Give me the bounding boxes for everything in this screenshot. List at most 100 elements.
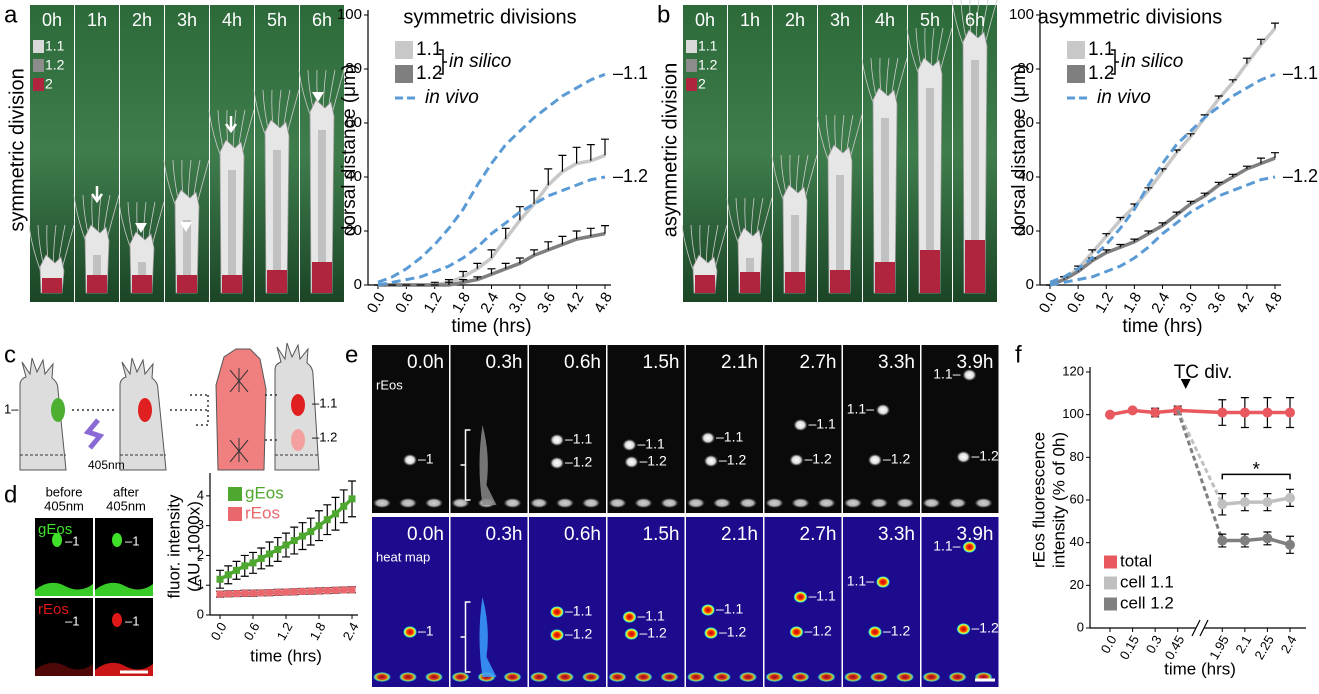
marker xyxy=(340,502,348,510)
x-tick-label: 2.4 xyxy=(1148,289,1173,316)
error-bar xyxy=(501,227,510,240)
time-label: 6h xyxy=(965,10,985,30)
cell-shade xyxy=(228,170,236,275)
error-bar xyxy=(1242,57,1251,64)
row-label: heat map xyxy=(376,549,430,564)
x-axis-label: time (hrs) xyxy=(250,646,322,665)
micrograph xyxy=(529,517,606,687)
debris xyxy=(896,672,914,682)
error-bar xyxy=(530,249,539,256)
cell-signal xyxy=(793,591,808,603)
marker xyxy=(1217,535,1228,546)
break-connector xyxy=(1176,409,1224,542)
marker xyxy=(1105,409,1115,420)
cell-signal xyxy=(112,533,122,547)
x-tick-label: 1.8 xyxy=(307,620,329,643)
error-bar xyxy=(558,154,567,172)
nucleus xyxy=(138,398,152,422)
y-tick-label: 80 xyxy=(345,60,362,77)
key-swatch xyxy=(686,40,697,53)
x-tick-label: 4.2 xyxy=(562,289,587,316)
axis-break-gap xyxy=(1196,620,1204,636)
marker xyxy=(299,532,306,540)
nucleus xyxy=(51,398,65,422)
x-axis-label: time (hrs) xyxy=(1164,659,1236,678)
debris xyxy=(399,498,417,508)
key-label: 1.1 xyxy=(45,38,65,54)
y-tick-label: 60 xyxy=(1070,491,1084,506)
arrow xyxy=(224,116,238,134)
axis-break xyxy=(1191,619,1209,637)
cell-label: 1.1– xyxy=(847,573,874,589)
x-axis-label: time (hrs) xyxy=(451,316,531,337)
debris xyxy=(634,498,653,508)
marker xyxy=(266,550,273,558)
micrograph xyxy=(95,598,153,676)
series-line xyxy=(1049,175,1276,287)
y-axis-label: dorsal distance (μm) xyxy=(1009,64,1030,237)
marker xyxy=(1262,533,1273,544)
debris xyxy=(739,672,757,682)
y-tick-label: 60 xyxy=(345,114,362,131)
debris xyxy=(530,498,548,508)
time-label: 6h xyxy=(312,10,332,30)
x-tick-label: 0.0 xyxy=(208,620,230,643)
cell-base xyxy=(830,270,850,293)
x-tick-label: 0.6 xyxy=(392,289,417,316)
series-line xyxy=(1222,496,1291,507)
legend-bracket xyxy=(439,49,447,75)
cell-base xyxy=(177,275,197,293)
x-tick-label: 2.25 xyxy=(1251,633,1277,662)
side-label: asymmetric division xyxy=(659,63,681,237)
error-bar xyxy=(1144,187,1153,191)
y-tick-label: 100 xyxy=(1009,6,1034,23)
row-label: rEos xyxy=(376,377,403,392)
diagram-label: –1.1 xyxy=(312,395,337,410)
y-tick-label: 60 xyxy=(1017,114,1034,131)
marker xyxy=(249,589,257,597)
micrograph xyxy=(843,345,920,513)
y-tick-label: 20 xyxy=(1070,577,1084,592)
cell-label: –1.1 xyxy=(638,436,665,452)
cell-label: –1.1 xyxy=(716,429,743,445)
marker xyxy=(323,587,331,595)
cell-label: –1 xyxy=(65,613,79,628)
end-label: –1.2 xyxy=(613,166,648,186)
time-label: 1.5h xyxy=(643,352,680,373)
cell-signal xyxy=(962,369,977,381)
y-tick-label: 2 xyxy=(197,547,204,562)
legend-swatch xyxy=(1067,65,1085,83)
error-bar xyxy=(444,281,453,285)
error-bar xyxy=(501,262,510,269)
panel-letter: d xyxy=(4,481,17,508)
debris xyxy=(817,672,836,682)
diagram-label: 1– xyxy=(4,401,19,416)
arrow xyxy=(90,186,104,204)
column-label: 405nm xyxy=(106,498,146,513)
cell-signal xyxy=(624,628,639,640)
micrograph xyxy=(372,517,449,687)
legend-group-label: in silico xyxy=(1121,51,1183,72)
cell-label: –1.2 xyxy=(719,452,746,468)
y-axis-label: fluor. intensity xyxy=(164,494,183,598)
marker xyxy=(274,588,282,596)
end-label: –1.2 xyxy=(1283,166,1318,186)
cell-shade xyxy=(971,60,979,240)
cell-label: –1.2 xyxy=(972,448,999,464)
debris xyxy=(608,672,627,682)
time-label: 3.3h xyxy=(878,524,915,545)
cell-label: –1.2 xyxy=(805,451,832,467)
column-label: 405nm xyxy=(44,498,84,513)
nucleus xyxy=(291,429,305,451)
cell-signal xyxy=(956,451,971,463)
cell-shade xyxy=(138,262,146,275)
cell-signal xyxy=(962,541,977,553)
legend-swatch xyxy=(1067,41,1085,59)
marker xyxy=(233,590,240,598)
cell-base xyxy=(312,262,332,293)
legend-bracket xyxy=(1111,49,1119,75)
cell-label: –1.2 xyxy=(805,623,832,639)
debris xyxy=(425,498,443,508)
cell-label: –1.2 xyxy=(719,624,746,640)
panel-letter: b xyxy=(657,1,670,28)
